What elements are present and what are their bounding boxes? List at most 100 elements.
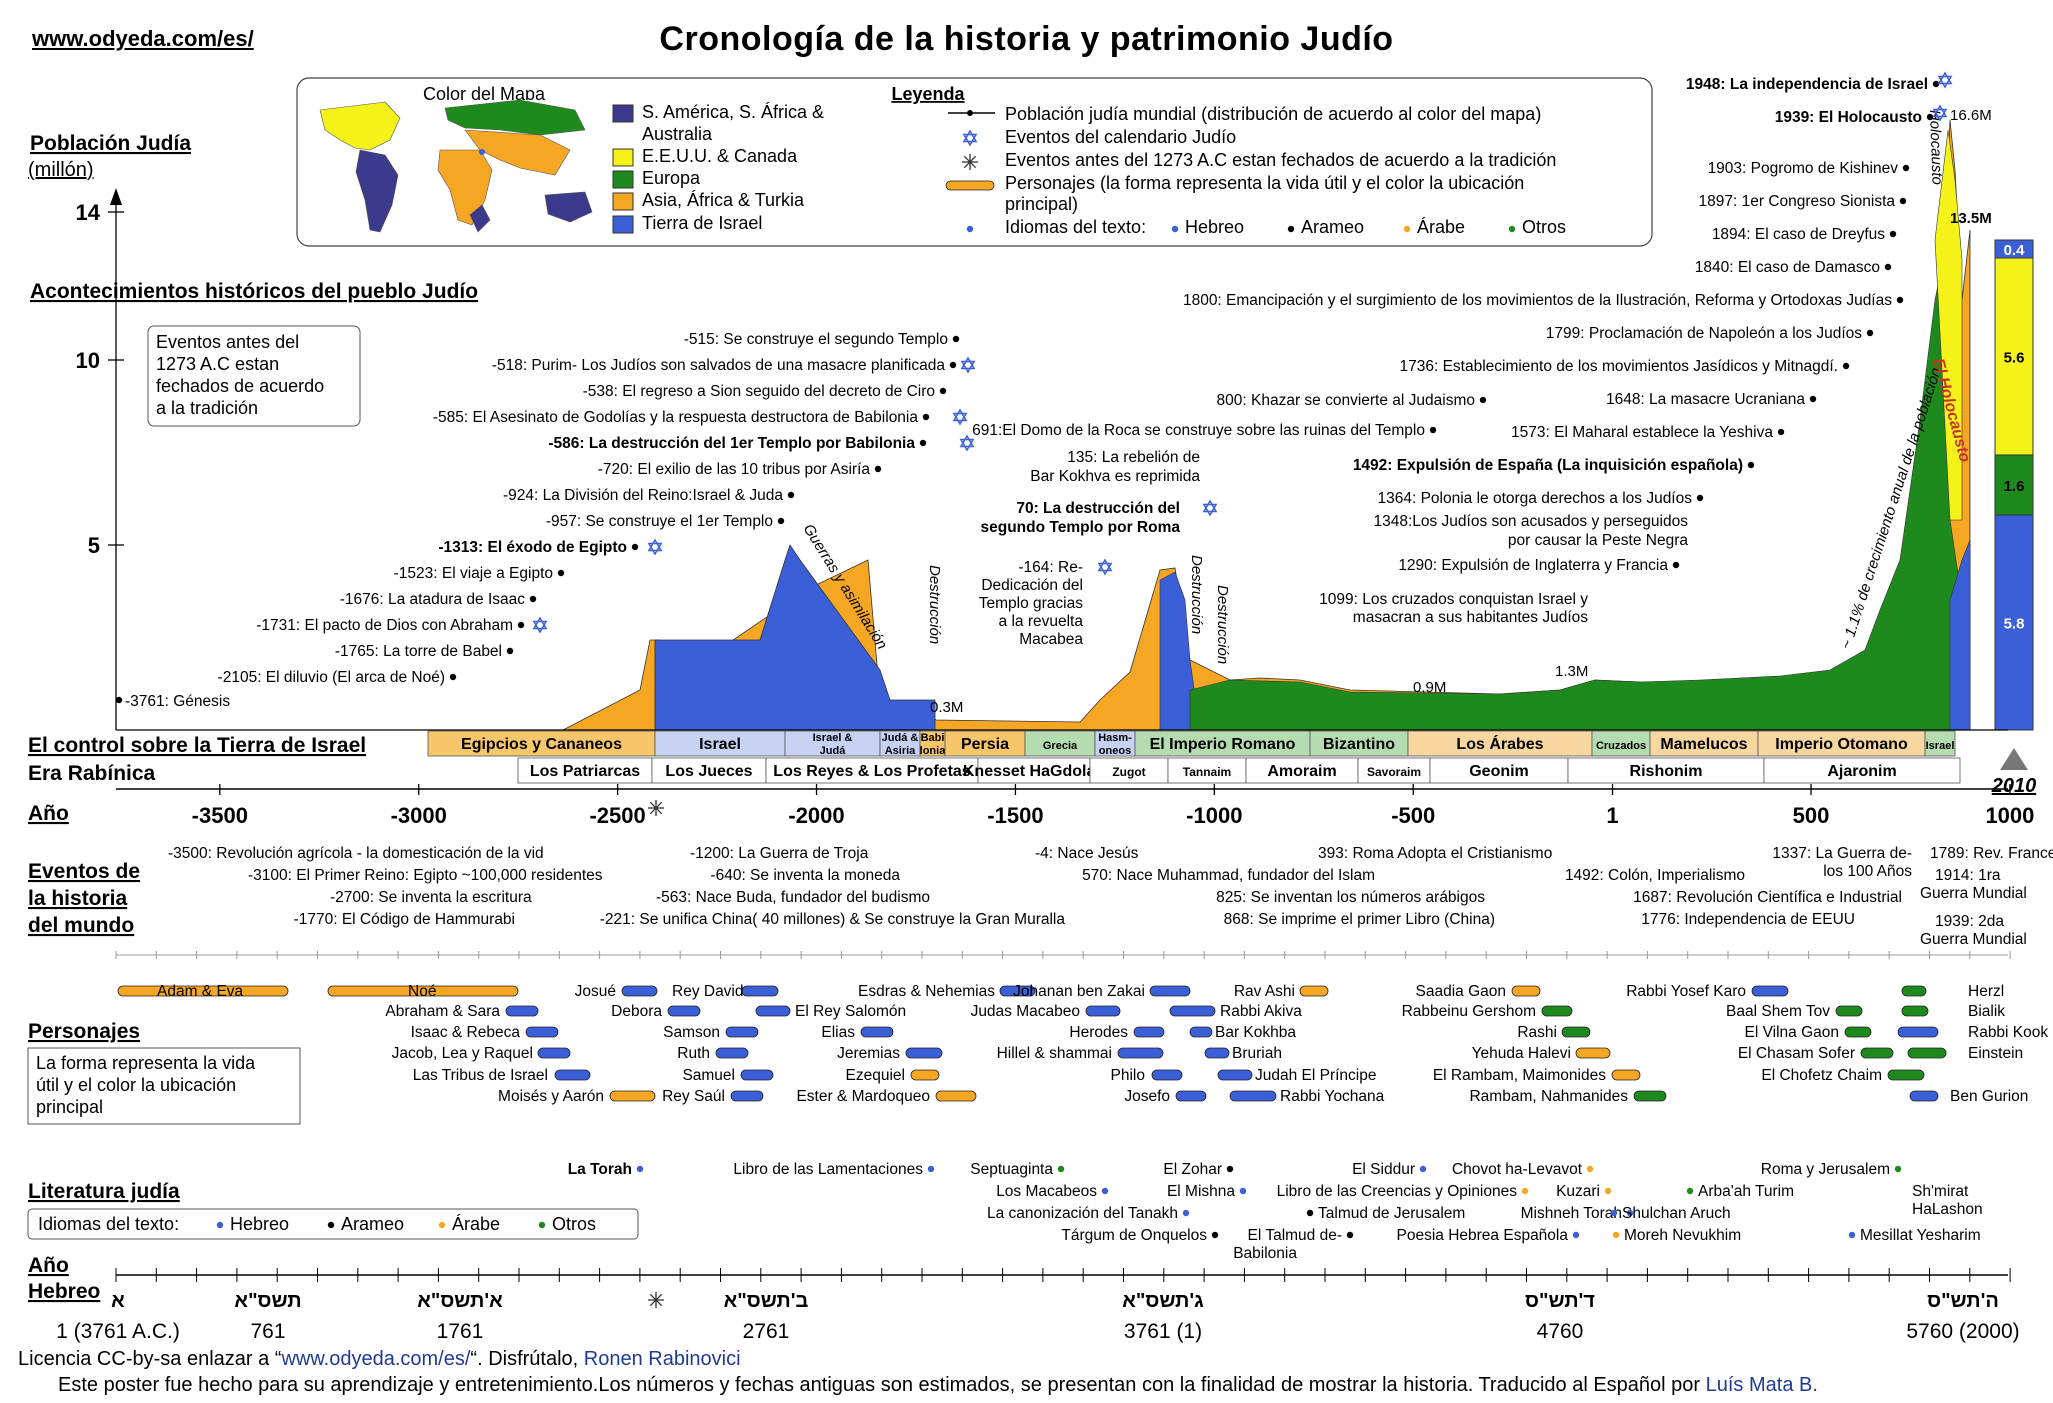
event-dot: [1429, 426, 1437, 434]
control-label: Los Árabes: [1456, 734, 1543, 753]
person-lifespan: [1907, 1047, 1947, 1059]
literature-item: Poesia Hebrea Española: [1397, 1227, 1569, 1244]
star-of-david-icon: [952, 408, 968, 426]
control-label: Mamelucos: [1660, 736, 1747, 753]
event-dot: [1902, 164, 1910, 172]
literature-item: Sh'mirat: [1912, 1183, 1969, 1200]
person-name: Josué: [575, 983, 616, 1000]
person-lifespan: [1175, 1090, 1207, 1102]
person-lifespan: [1133, 1026, 1165, 1038]
population-label: 16.6M: [1950, 107, 1992, 124]
star-of-david-icon: [1932, 104, 1948, 122]
star-of-david-icon: [1937, 71, 1953, 89]
literature-item: El Talmud de-: [1248, 1227, 1342, 1244]
era-cell: [1357, 757, 1431, 784]
literature-dot: [1101, 1187, 1109, 1195]
person-name: Ezequiel: [846, 1067, 905, 1084]
literature-item: Libro de las Lamentaciones: [733, 1161, 923, 1178]
person-lifespan: [1117, 1047, 1164, 1059]
person-lifespan: [1897, 1026, 1939, 1038]
region-label: Tierra de Israel: [642, 213, 762, 233]
control-cell: [1309, 730, 1409, 757]
language-dot: [1508, 225, 1516, 233]
jewish-event: -164: Re-: [1018, 559, 1083, 576]
world-event: 1914: 1ra: [1935, 867, 2001, 884]
era-cell: [1167, 757, 1247, 784]
asterisk-icon: [648, 1292, 664, 1308]
y-tick-label: 14: [76, 200, 101, 225]
person-lifespan: [935, 1090, 977, 1102]
era-cell: [1567, 757, 1765, 784]
person-lifespan: [667, 1005, 701, 1017]
note-text: 1273 A.C estan: [156, 354, 279, 374]
person-name: Rabbi Akiva: [1220, 1003, 1302, 1020]
control-label: Grecia: [1043, 740, 1078, 752]
person-lifespan: [740, 1069, 774, 1081]
license-text: Licencia CC-by-sa enlazar a “: [18, 1348, 282, 1370]
control-cell: [1649, 730, 1759, 757]
literature-item: Shulchan Aruch: [1622, 1205, 1731, 1222]
person-name: Einstein: [1968, 1045, 2023, 1062]
jewish-event: Bar Kokhva es reprimida: [1030, 468, 1200, 485]
event-dot: [115, 696, 123, 704]
hebrew-year: תשס"א: [234, 1290, 301, 1312]
legend-item: Eventos del calendario Judío: [1005, 127, 1236, 147]
control-label: lonia: [920, 745, 947, 757]
person-lifespan: [505, 1005, 539, 1017]
people-note-text: principal: [36, 1097, 103, 1117]
y-axis-subtitle: (millón): [28, 159, 94, 181]
hebrew-year: א: [111, 1290, 125, 1312]
language-dot: [966, 225, 974, 233]
person-name: Rabbeinu Gershom: [1402, 1003, 1536, 1020]
world-event: -221: Se unifica China( 40 millones) & S…: [600, 911, 1066, 928]
site-link[interactable]: www.odyeda.com/es/: [32, 26, 254, 51]
world-event: -1200: La Guerra de Troja: [690, 845, 869, 862]
year-tick-label: -2000: [788, 803, 844, 828]
person-name: El Rambam, Maimonides: [1433, 1067, 1606, 1084]
license-link[interactable]: www.odyeda.com/es/: [281, 1348, 471, 1370]
literature-dot: [927, 1165, 935, 1173]
jewish-event: 691:El Domo de la Roca se construye sobr…: [972, 422, 1425, 439]
person-lifespan: [1835, 1005, 1863, 1017]
translator-link[interactable]: Luís Mata B.: [1705, 1374, 1818, 1396]
population-label: 0.3M: [930, 699, 963, 716]
world-event: 1687: Revolución Científica e Industrial: [1633, 889, 1902, 906]
world-events-title: del mundo: [28, 914, 134, 937]
civil-year: 2761: [743, 1320, 790, 1343]
population-label: 1.3M: [1555, 663, 1588, 680]
population-label: 13.5M: [1950, 210, 1992, 227]
literature-item: Mishneh Torah: [1521, 1205, 1622, 1222]
era-cell: [1089, 757, 1169, 784]
triangle-icon: [2000, 748, 2028, 770]
control-cell: [1134, 730, 1311, 757]
jewish-event: 1492: Expulsión de España (La inquisició…: [1353, 457, 1743, 474]
year-tick-label: -1500: [987, 803, 1043, 828]
literature-item: Arba'ah Turim: [1698, 1183, 1794, 1200]
hebrew-year: ג'תשס"א: [1122, 1290, 1204, 1312]
people-note-text: La forma representa la vida: [36, 1053, 256, 1073]
world-event: -3100: El Primer Reino: Egipto ~100,000 …: [248, 867, 603, 884]
literature-item: Libro de las Creencias y Opiniones: [1277, 1183, 1518, 1200]
language-label: Hebreo: [1185, 217, 1244, 237]
literature-item: Mesillat Yesharim: [1860, 1227, 1981, 1244]
person-name: Samson: [663, 1024, 720, 1041]
license-footer: Licencia CC-by-sa enlazar a “www.odyeda.…: [18, 1348, 741, 1371]
author-link[interactable]: Ronen Rabinovici: [583, 1348, 741, 1370]
event-dot: [557, 569, 565, 577]
person-name: Rabbi Kook: [1968, 1024, 2048, 1041]
literature-dot: [1057, 1165, 1065, 1173]
person-lifespan: [1561, 1026, 1591, 1038]
event-dot: [529, 595, 537, 603]
world-event: 1776: Independencia de EEUU: [1641, 911, 1855, 928]
literature-item: HaLashon: [1912, 1201, 1983, 1218]
jewish-event: 1736: Establecimiento de los movimientos…: [1399, 358, 1838, 375]
language-label: Árabe: [452, 1214, 500, 1234]
section-title-history: Acontecimientos históricos del pueblo Ju…: [30, 280, 478, 303]
region-swatch: [612, 104, 634, 123]
era-cell: [1763, 757, 1961, 784]
world-event: 1492: Colón, Imperialismo: [1565, 867, 1745, 884]
legend-item: Población judía mundial (distribución de…: [1005, 104, 1541, 124]
literature-dot: [1346, 1231, 1354, 1239]
hebrew-year: א'תשס"א: [417, 1290, 503, 1312]
world-event: -1770: El Código de Hammurabi: [294, 911, 515, 928]
